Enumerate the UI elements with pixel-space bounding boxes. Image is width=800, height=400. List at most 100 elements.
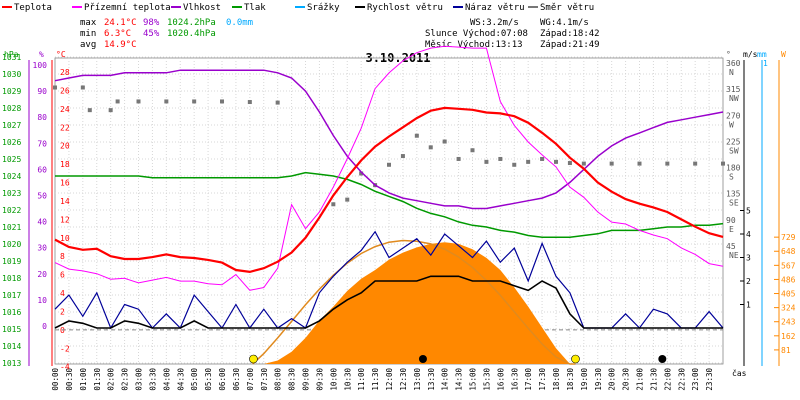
- time-tick-label: 11:00: [357, 368, 366, 391]
- wind-direction-point: [345, 197, 350, 202]
- time-tick-label: 03:00: [135, 368, 144, 391]
- wind-tick-label: 5: [746, 207, 751, 216]
- time-tick-label: 23:30: [705, 368, 714, 391]
- legend-item: Vlhkost: [183, 3, 221, 13]
- pressure-tick-label: 1030: [2, 70, 21, 79]
- temperature-tick-label: 12: [60, 215, 70, 224]
- humidity-tick-label: 0: [42, 322, 47, 331]
- time-tick-label: 06:00: [218, 368, 227, 391]
- pressure-tick-label: 1015: [2, 325, 21, 334]
- direction-tick-label: 270: [726, 111, 741, 120]
- humidity-tick-label: 90: [37, 87, 47, 96]
- solar-tick-label: 324: [781, 304, 796, 313]
- pressure-tick-label: 1017: [2, 291, 21, 300]
- legend-item: Náraz větru: [465, 3, 525, 13]
- max-humidity: 98%: [143, 18, 160, 28]
- pressure-tick-label: 1018: [2, 274, 21, 283]
- legend-item: Teplota: [14, 3, 52, 13]
- wind-direction-point: [526, 159, 531, 164]
- pressure-tick-label: 1019: [2, 257, 21, 266]
- time-tick-label: 13:30: [427, 368, 436, 391]
- solar-tick-label: 81: [781, 346, 791, 355]
- time-tick-label: 17:30: [538, 368, 547, 391]
- time-tick-label: 12:30: [399, 368, 408, 391]
- temperature-tick-label: -4: [60, 363, 70, 372]
- wind-direction-point: [87, 108, 92, 113]
- time-tick-label: 07:30: [260, 368, 269, 391]
- sunset-marker: [571, 354, 580, 364]
- min-label: min: [80, 29, 96, 39]
- max-pressure: 1024.2hPa: [167, 18, 216, 28]
- wind-direction-point: [540, 156, 545, 161]
- wind-tick-label: 1: [746, 301, 751, 310]
- humidity-tick-label: 30: [37, 244, 47, 253]
- wind-direction-point: [456, 156, 461, 161]
- time-tick-label: 04:00: [162, 368, 171, 391]
- temperature-tick-label: 20: [60, 142, 70, 151]
- time-tick-label: 23:00: [691, 368, 700, 391]
- humidity-tick-label: 10: [37, 296, 47, 305]
- avg-label: avg: [80, 40, 96, 50]
- time-tick-label: 05:30: [204, 368, 213, 391]
- time-tick-label: 21:30: [649, 368, 658, 391]
- temperature-tick-label: 10: [60, 234, 70, 243]
- pressure-tick-label: 1031: [2, 53, 21, 62]
- wind-direction-point: [567, 161, 572, 166]
- time-tick-label: 00:30: [65, 368, 74, 391]
- time-tick-label: 02:30: [121, 368, 130, 391]
- min-humidity: 45%: [143, 29, 160, 39]
- series-theoretical-radiation: [252, 239, 576, 365]
- wind-speed-avg: WS:3.2m/s: [470, 18, 519, 28]
- wind-direction-point: [414, 133, 419, 138]
- time-tick-label: 09:30: [315, 368, 324, 391]
- time-tick-label: 08:30: [288, 368, 297, 391]
- wind-direction-point: [53, 85, 57, 90]
- wind-tick-label: 2: [746, 277, 751, 286]
- series-humidity: [54, 69, 724, 210]
- time-tick-label: 18:30: [566, 368, 575, 391]
- rain-unit: mm: [757, 50, 767, 59]
- plot-area: [53, 45, 725, 365]
- wind-direction-point: [359, 171, 364, 176]
- pressure-tick-label: 1027: [2, 121, 21, 130]
- moon-rise: Měsíc Východ:13:13: [425, 40, 523, 50]
- wind-direction-point: [512, 162, 517, 167]
- pressure-tick-label: 1028: [2, 104, 21, 113]
- direction-tick-label: 90: [726, 216, 736, 225]
- solar-tick-label: 648: [781, 247, 796, 256]
- pressure-tick-label: 1022: [2, 206, 21, 215]
- rain-total: 0.0mm: [226, 18, 253, 28]
- sun-rise: Slunce Východ:07:08: [425, 29, 528, 39]
- wind-direction-point: [484, 159, 489, 164]
- solar-tick-label: 162: [781, 332, 796, 341]
- wind-direction-point: [192, 99, 197, 104]
- time-tick-label: 21:00: [636, 368, 645, 391]
- temperature-tick-label: 2: [60, 307, 65, 316]
- time-tick-label: 22:00: [663, 368, 672, 391]
- wind-direction-point: [331, 202, 336, 207]
- time-tick-label: 05:00: [190, 368, 199, 391]
- moon-set: Západ:21:49: [540, 40, 600, 50]
- wind-direction-point: [400, 154, 405, 159]
- time-tick-label: 18:00: [552, 368, 561, 391]
- pressure-tick-label: 1023: [2, 189, 21, 198]
- rain-tick-label: 1: [763, 59, 768, 68]
- time-tick-label: 07:00: [246, 368, 255, 391]
- direction-tick-label: W: [729, 120, 734, 129]
- time-tick-label: 22:30: [677, 368, 686, 391]
- time-tick-label: 19:00: [580, 368, 589, 391]
- time-tick-label: 00:00: [51, 368, 60, 391]
- wind-direction-point: [665, 161, 670, 166]
- sunrise-marker: [249, 354, 258, 364]
- time-tick-label: 01:30: [93, 368, 102, 391]
- wind-tick-label: 3: [746, 254, 751, 263]
- direction-tick-label: E: [729, 225, 734, 234]
- max-label: max: [80, 18, 97, 28]
- temperature-tick-label: 8: [60, 252, 65, 261]
- wind-direction-point: [609, 161, 614, 166]
- wind-direction-point: [498, 156, 503, 161]
- wind-direction-point: [637, 161, 642, 166]
- temperature-unit: °C: [56, 50, 66, 59]
- time-tick-label: 14:30: [455, 368, 464, 391]
